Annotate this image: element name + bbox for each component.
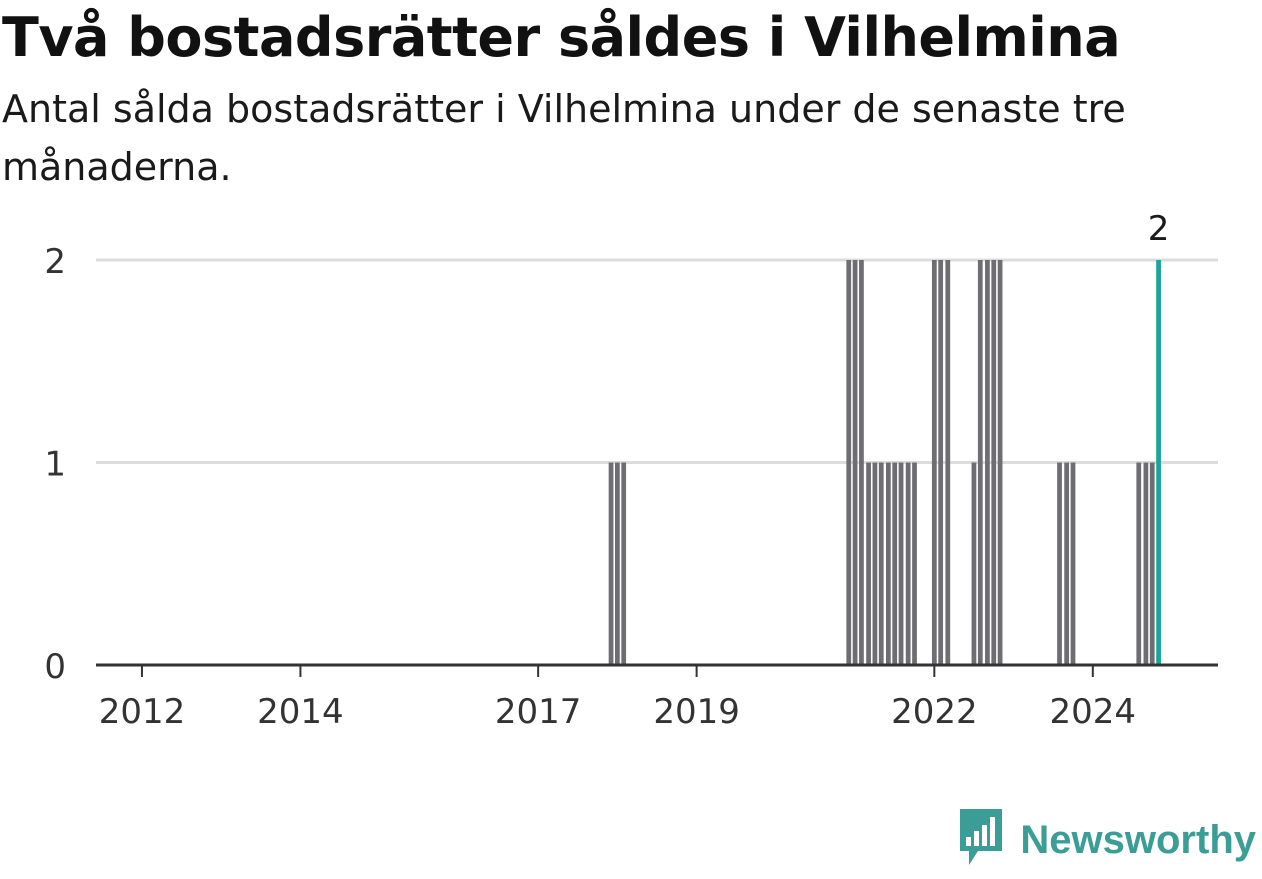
bar — [977, 260, 983, 665]
bar — [608, 462, 614, 665]
bar — [1143, 462, 1149, 665]
bar — [1057, 462, 1062, 665]
bar — [971, 462, 977, 665]
x-tick-label: 2024 — [1050, 692, 1137, 732]
bar — [892, 462, 898, 665]
bar — [898, 462, 904, 665]
x-tick-label: 2022 — [891, 692, 978, 732]
brand-name: Newsworthy — [1020, 817, 1256, 862]
bar — [872, 462, 878, 665]
bar-highlight — [1156, 260, 1161, 665]
bar — [931, 260, 937, 665]
bar — [621, 462, 627, 665]
bar — [945, 260, 951, 665]
y-tick-label: 1 — [44, 445, 66, 485]
brand-logo: Newsworthy — [956, 809, 1256, 871]
bar — [997, 260, 1003, 665]
bar — [985, 260, 990, 665]
bar — [1149, 462, 1155, 665]
bar — [905, 462, 911, 665]
x-tick-label: 2014 — [257, 692, 344, 732]
y-tick-label: 2 — [44, 242, 66, 282]
data-label: 2 — [1148, 209, 1170, 249]
bar — [1064, 462, 1070, 665]
bar — [912, 462, 917, 665]
chart-subtitle: Antal sålda bostadsrätter i Vilhelmina u… — [2, 87, 1126, 189]
x-tick-label: 2012 — [99, 692, 186, 732]
bar — [938, 260, 944, 665]
bar — [886, 462, 891, 665]
x-tick-label: 2019 — [653, 692, 740, 732]
bar — [866, 462, 871, 665]
newsworthy-logo-icon — [956, 807, 1006, 873]
bar — [615, 462, 620, 665]
bar — [859, 260, 864, 665]
y-tick-label: 0 — [44, 647, 66, 687]
bar — [852, 260, 858, 665]
x-tick-label: 2017 — [495, 692, 582, 732]
chart-title: Två bostadsrätter såldes i Vilhelmina — [2, 6, 1121, 69]
bar — [1070, 462, 1076, 665]
bar — [846, 260, 852, 665]
bar — [1136, 462, 1142, 665]
bar — [878, 462, 884, 665]
bar — [991, 260, 997, 665]
